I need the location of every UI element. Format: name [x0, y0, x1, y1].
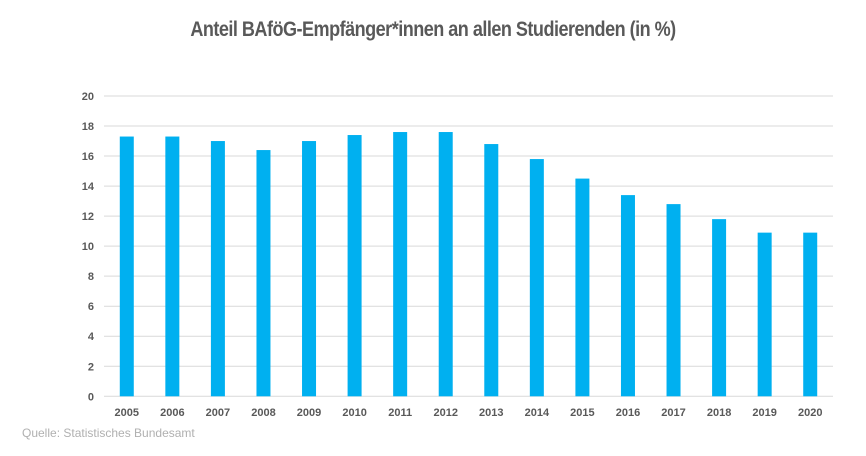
bar-2015 — [575, 178, 590, 397]
bar-2014 — [529, 159, 544, 397]
source-note: Quelle: Statistisches Bundesamt — [22, 426, 195, 440]
bar-2016 — [620, 195, 635, 397]
x-tick-label: 2006 — [160, 407, 184, 419]
x-tick-label: 2015 — [570, 407, 594, 419]
y-tick-label: 4 — [88, 331, 95, 343]
bar-2020 — [803, 232, 818, 397]
x-tick-label: 2019 — [752, 407, 776, 419]
bar-2019 — [757, 232, 772, 397]
x-tick-label: 2017 — [661, 407, 685, 419]
y-tick-label: 12 — [82, 211, 94, 223]
bar-2006 — [165, 136, 180, 397]
y-tick-label: 18 — [82, 121, 94, 133]
x-tick-label: 2020 — [798, 407, 822, 419]
x-tick-label: 2007 — [206, 407, 230, 419]
x-tick-label: 2008 — [251, 407, 275, 419]
x-tick-label: 2005 — [115, 407, 139, 419]
y-tick-label: 20 — [82, 91, 94, 103]
y-tick-label: 2 — [88, 361, 94, 373]
x-tick-label: 2018 — [707, 407, 731, 419]
x-tick-label: 2011 — [388, 407, 412, 419]
y-tick-label: 0 — [88, 391, 94, 403]
x-tick-label: 2013 — [479, 407, 503, 419]
chart-title: Anteil BAföG-Empfänger*innen an allen St… — [190, 18, 676, 41]
y-tick-label: 14 — [82, 181, 95, 193]
bar-2010 — [347, 135, 362, 397]
x-tick-label: 2009 — [297, 407, 321, 419]
bar-2011 — [393, 132, 408, 397]
y-tick-label: 8 — [88, 271, 94, 283]
bar-2005 — [119, 136, 134, 397]
x-tick-label: 2016 — [616, 407, 640, 419]
x-tick-label: 2010 — [342, 407, 366, 419]
bar-2013 — [484, 144, 499, 397]
bar-2017 — [666, 204, 681, 397]
bar-2012 — [438, 132, 453, 397]
bar-2018 — [712, 219, 727, 397]
bar-2007 — [210, 141, 225, 397]
y-tick-label: 6 — [88, 301, 94, 313]
bar-2009 — [302, 141, 317, 397]
x-tick-label: 2014 — [525, 407, 550, 419]
y-tick-label: 10 — [82, 241, 94, 253]
y-tick-label: 16 — [82, 151, 94, 163]
bar-2008 — [256, 150, 271, 397]
x-tick-label: 2012 — [433, 407, 457, 419]
